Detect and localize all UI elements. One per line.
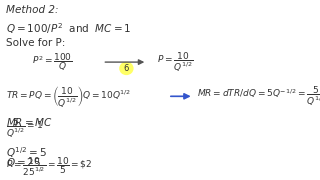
Text: $P^2 = \dfrac{100}{Q}$: $P^2 = \dfrac{100}{Q}$ [32,51,73,73]
Text: $Q = 25$: $Q = 25$ [6,156,42,169]
Text: Solve for P:: Solve for P: [6,38,66,48]
Text: 6: 6 [124,64,129,73]
Text: $P = \dfrac{10}{Q^{1/2}}$: $P = \dfrac{10}{Q^{1/2}}$ [157,50,193,74]
Text: $P = \dfrac{10}{25^{1/2}} = \dfrac{10}{5} = \$2$: $P = \dfrac{10}{25^{1/2}} = \dfrac{10}{5… [6,155,93,178]
Text: $MR = dTR/dQ = 5Q^{-1/2} = \dfrac{5}{Q^{1/2}}$: $MR = dTR/dQ = 5Q^{-1/2} = \dfrac{5}{Q^{… [197,85,320,108]
Text: $Q = 100/P^2$  and  $MC = 1$: $Q = 100/P^2$ and $MC = 1$ [6,22,132,36]
Text: $\dfrac{5}{Q^{1/2}} = 1$: $\dfrac{5}{Q^{1/2}} = 1$ [6,117,44,140]
Text: $MR = MC$: $MR = MC$ [6,116,53,128]
Text: $TR = PQ = \left(\dfrac{10}{Q^{1/2}}\right)Q = 10Q^{1/2}$: $TR = PQ = \left(\dfrac{10}{Q^{1/2}}\rig… [6,84,132,109]
Text: $Q^{1/2} = 5$: $Q^{1/2} = 5$ [6,145,48,160]
Ellipse shape [119,62,134,75]
Text: Method 2:: Method 2: [6,5,59,15]
